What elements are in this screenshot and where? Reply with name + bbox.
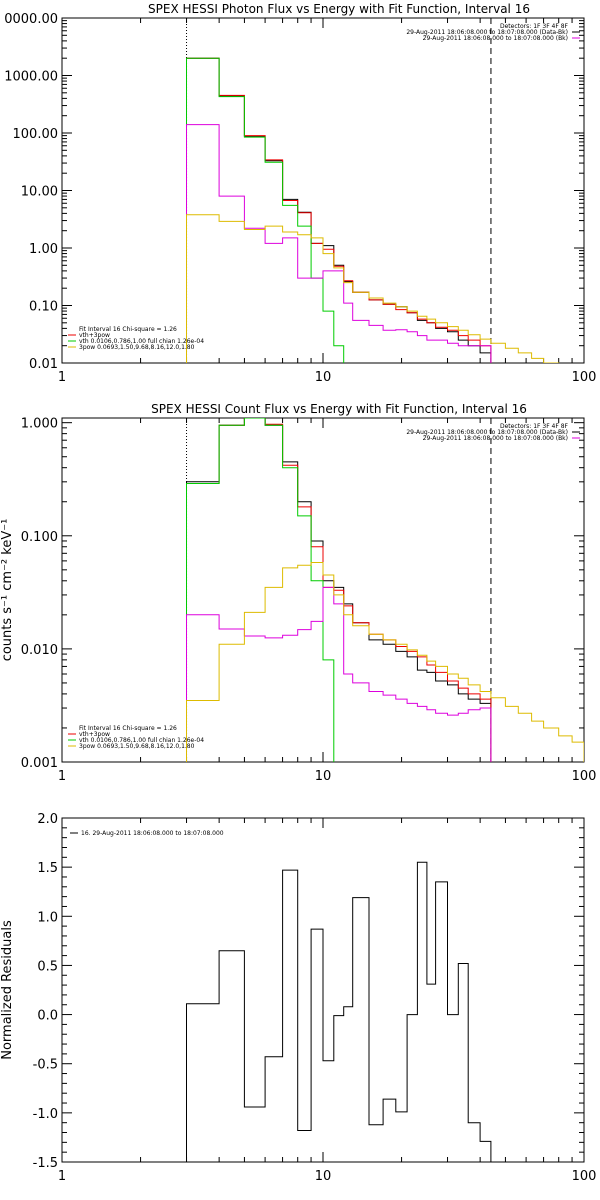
series-line-5 [186,562,584,762]
legend-entry: 29-Aug-2011 18:06:08.000 to 18:07:08.000… [406,29,568,36]
y-tick-label: 1.5 [37,861,58,876]
x-tick-label: 10 [315,769,332,784]
series-line-5 [186,214,560,363]
legend-entry: 3pow 0.0693,1.50,9.68,8.16,12.0,1.80 [79,743,195,750]
chart-title: SPEX HESSI Photon Flux vs Energy with Fi… [148,2,530,16]
y-tick-label: 1.00 [29,242,58,257]
y-tick-label: -1.0 [33,1107,58,1122]
legend-entry: vth+3pow [79,332,110,339]
legend-entry: 3pow 0.0693,1.50,9.68,8.16,12.0,1.80 [79,344,195,351]
series-line-2 [186,57,492,363]
x-tick-label: 1 [58,1169,66,1184]
legend-entry: 29-Aug-2011 18:06:08.000 to 18:07:08.000… [423,435,568,442]
y-tick-label: 100.00 [13,127,59,142]
legend-entry: 29-Aug-2011 18:06:08.000 to 18:07:08.000… [406,429,568,436]
legend-entry: Fit Interval 16 Chi-square = 1.26 [79,326,177,333]
y-tick-label: 0.010 [21,643,58,658]
y-tick-label: 1.000 [21,417,58,432]
y-tick-label: 1000.00 [4,70,58,85]
series-line-1 [186,57,492,363]
x-tick-label: 100 [572,769,597,784]
y-tick-label: -1.5 [33,1156,58,1171]
y-tick-label: 10.00 [21,185,58,200]
y-axis-label: Normalized Residuals [0,920,15,1060]
x-tick-label: 10 [315,370,332,385]
chart-title: SPEX HESSI Count Flux vs Energy with Fit… [151,402,527,416]
chart-panel-2: SPEX HESSI Count Flux vs Energy with Fit… [0,402,596,784]
y-tick-label: 0.100 [21,530,58,545]
series-line-3 [186,418,335,762]
legend-entry: Detectors: 1F 3F 4F 8F [500,423,569,430]
series-line-1 [186,861,492,1162]
legend-entry: 16. 29-Aug-2011 18:06:08.000 to 18:07:08… [81,830,224,837]
chart-panel-3: Normalized Residuals 1 10 100 -1.5 -1.0 -0.5 0.… [0,812,596,1184]
legend-entry: vth 0.0106,0.786,1.00 full chian 1.26e-0… [79,737,204,744]
y-tick-label: -0.5 [33,1058,58,1073]
series-line-3 [186,57,345,363]
y-tick-label: 0.001 [21,756,58,771]
y-axis-label: counts s⁻¹ cm⁻² keV⁻¹ [0,519,15,662]
legend-entry: vth+3pow [79,731,110,738]
series-line-4 [186,586,492,762]
y-tick-label: 1.0 [37,910,58,925]
legend-entry: 29-Aug-2011 18:06:08.000 to 18:07:08.000… [423,35,568,42]
x-tick-label: 100 [572,1169,597,1184]
series-line-4 [186,124,492,363]
y-tick-label: 0000.00 [4,12,58,27]
x-tick-label: 100 [572,370,597,385]
y-tick-label: 0.01 [29,357,58,372]
y-tick-label: 0.10 [29,300,58,315]
legend-entry: vth 0.0106,0.786,1.00 full chian 1.26e-0… [79,338,204,345]
y-tick-label: 0.5 [37,959,58,974]
y-tick-label: 2.0 [37,812,58,827]
x-tick-label: 10 [315,1169,332,1184]
legend-entry: Fit Interval 16 Chi-square = 1.26 [79,725,177,732]
x-tick-label: 1 [58,769,66,784]
x-tick-label: 1 [58,370,66,385]
chart-panel-1: SPEX HESSI Photon Flux vs Energy with Fi… [4,2,596,385]
y-tick-label: 0.0 [37,1009,58,1024]
legend-entry: Detectors: 1F 3F 4F 8F [500,23,569,30]
